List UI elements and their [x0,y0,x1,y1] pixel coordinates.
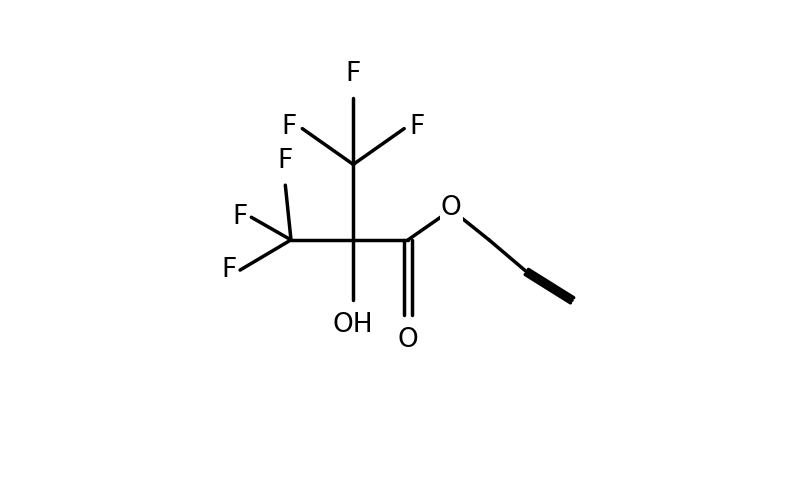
Text: F: F [232,204,248,230]
Text: F: F [410,114,425,140]
Text: F: F [345,61,361,87]
Text: F: F [221,257,236,283]
Text: OH: OH [333,312,373,338]
Text: O: O [397,327,419,353]
Text: F: F [282,114,297,140]
Text: O: O [441,195,462,221]
Text: F: F [278,148,293,174]
